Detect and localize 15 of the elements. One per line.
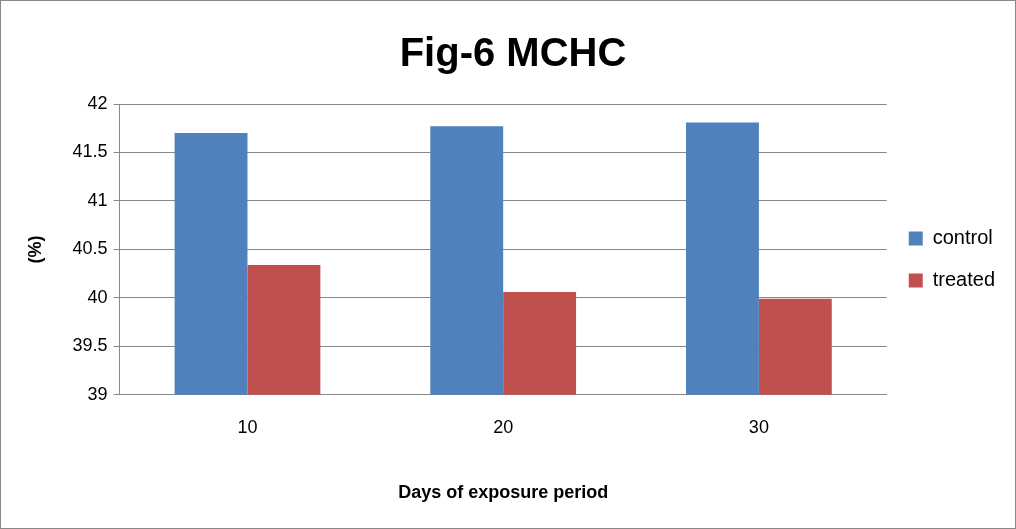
y-axis-title: (%) xyxy=(24,235,45,264)
x-tick-label: 10 xyxy=(237,416,258,437)
chart-title: Fig-6 MCHC xyxy=(399,30,627,75)
y-tick-label: 41.5 xyxy=(72,141,108,162)
legend-label: treated xyxy=(932,268,995,291)
y-tick-label: 42 xyxy=(87,92,108,113)
x-axis-title: Days of exposure period xyxy=(398,482,609,503)
x-tick-label: 20 xyxy=(493,416,514,437)
y-tick-label: 39 xyxy=(87,383,108,404)
y-tick-label: 40.5 xyxy=(72,238,108,259)
legend-label: control xyxy=(932,226,993,249)
y-tick-label: 39.5 xyxy=(72,335,108,356)
y-tick-label: 41 xyxy=(87,189,108,210)
x-tick-label: 30 xyxy=(748,416,769,437)
y-tick-label: 40 xyxy=(87,286,108,307)
